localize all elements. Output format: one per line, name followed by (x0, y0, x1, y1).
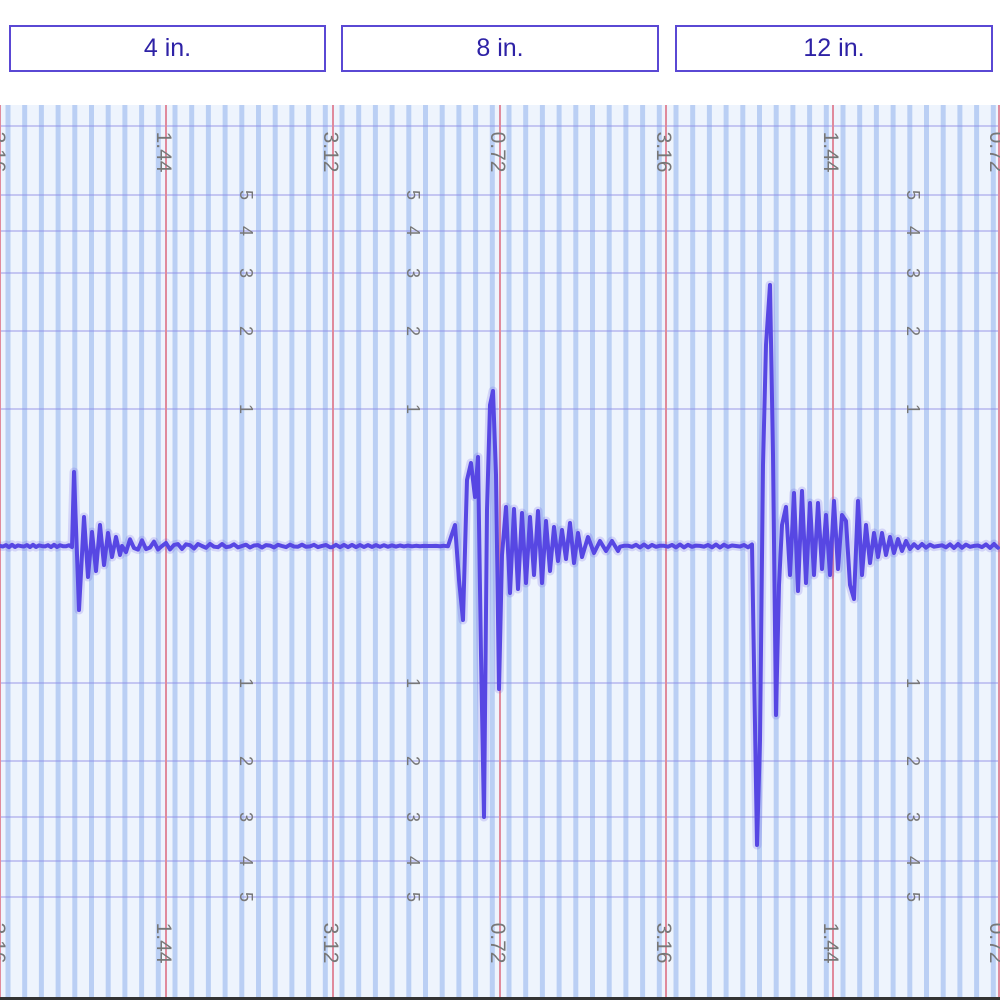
bottom-tick-label: 1.44 (819, 923, 842, 964)
bottom-border (0, 997, 1000, 1000)
scale-label-lower: 1 (236, 678, 256, 688)
scale-label-upper: 5 (236, 190, 256, 200)
scale-label-lower: 2 (903, 756, 923, 766)
scale-label-upper: 4 (236, 226, 256, 236)
scale-label-upper: 3 (903, 268, 923, 278)
scale-label-lower: 4 (403, 856, 423, 866)
scale-label-upper: 2 (903, 326, 923, 336)
scale-label-upper: 1 (903, 404, 923, 414)
bottom-tick-label: 1.44 (152, 923, 175, 964)
scale-label-upper: 2 (403, 326, 423, 336)
tab-8-inch[interactable]: 8 in. (341, 25, 659, 72)
scale-label-lower: 3 (236, 812, 256, 822)
seismic-waveform (0, 283, 1000, 847)
scale-label-lower: 2 (236, 756, 256, 766)
top-tick-label: 3.16 (0, 132, 9, 173)
top-tick-label: 0.72 (985, 132, 1000, 173)
seismograph-chart: 3.16 1.44 3.12 0.72 3.16 1.44 0.72 3.16 1.44 3.12… (0, 105, 1000, 998)
top-tick-label: 1.44 (819, 132, 842, 173)
tab-bar: 4 in. 8 in. 12 in. (0, 0, 1000, 105)
scale-label-lower: 5 (903, 892, 923, 902)
scale-label-lower: 1 (903, 678, 923, 688)
scale-label-upper: 5 (403, 190, 423, 200)
bottom-tick-label: 3.16 (0, 923, 9, 964)
bottom-tick-label: 0.72 (486, 923, 509, 964)
scale-label-lower: 3 (903, 812, 923, 822)
scale-label-lower: 2 (403, 756, 423, 766)
scale-label-lower: 5 (403, 892, 423, 902)
scale-label-lower: 1 (403, 678, 423, 688)
top-tick-label: 3.16 (652, 132, 675, 173)
bottom-tick-label: 3.16 (652, 923, 675, 964)
scale-label-lower: 4 (903, 856, 923, 866)
scale-label-lower: 5 (236, 892, 256, 902)
tab-12-inch[interactable]: 12 in. (675, 25, 993, 72)
top-tick-label: 0.72 (486, 132, 509, 173)
scale-label-upper: 4 (903, 226, 923, 236)
scale-label-lower: 4 (236, 856, 256, 866)
bottom-tick-label: 0.72 (985, 923, 1000, 964)
scale-label-upper: 1 (236, 404, 256, 414)
scale-label-upper: 1 (403, 404, 423, 414)
scale-label-upper: 3 (236, 268, 256, 278)
top-tick-label: 1.44 (152, 132, 175, 173)
scale-label-upper: 4 (403, 226, 423, 236)
top-tick-label: 3.12 (319, 132, 342, 173)
scale-label-upper: 2 (236, 326, 256, 336)
scale-label-upper: 5 (903, 190, 923, 200)
scale-label-upper: 3 (403, 268, 423, 278)
tab-4-inch[interactable]: 4 in. (9, 25, 326, 72)
scale-label-lower: 3 (403, 812, 423, 822)
seismograph-plot: 3.16 1.44 3.12 0.72 3.16 1.44 0.72 3.16 1.44 3.12… (0, 105, 1000, 998)
bottom-tick-label: 3.12 (319, 923, 342, 964)
